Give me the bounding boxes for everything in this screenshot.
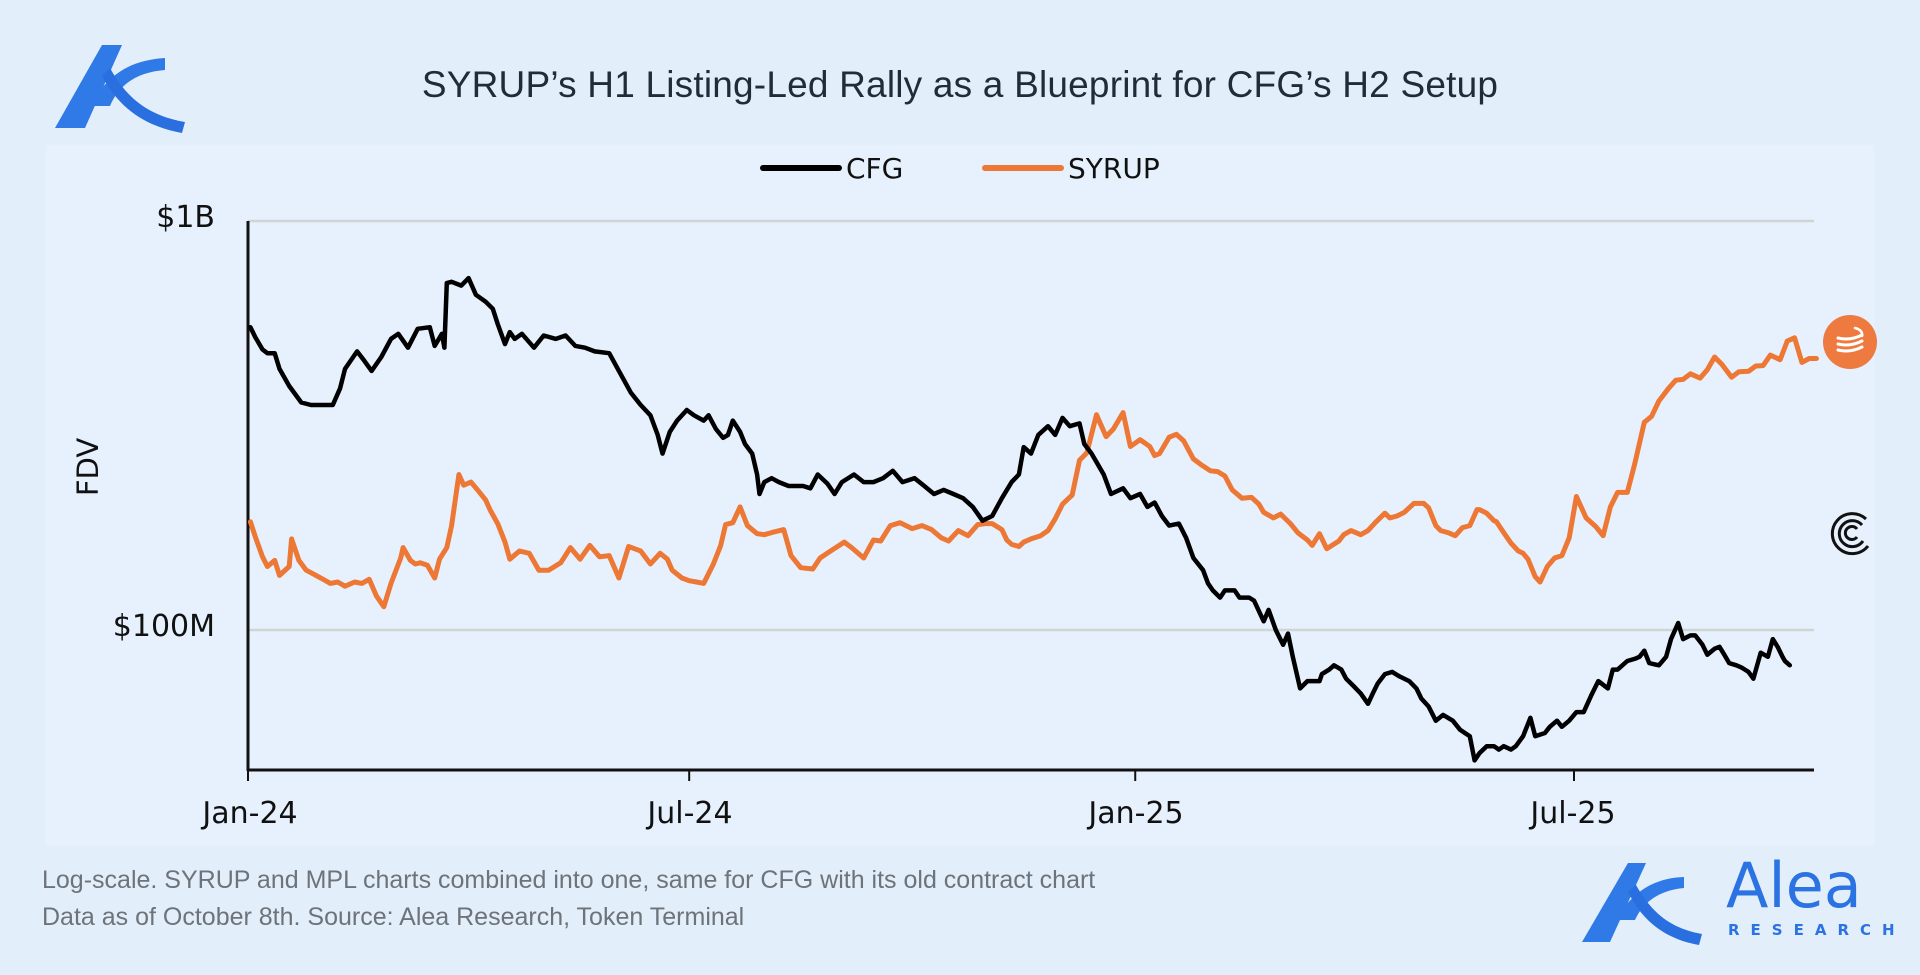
chart-title: SYRUP’s H1 Listing-Led Rally as a Bluepr… — [421, 64, 1499, 105]
legend-swatch-cfg — [760, 165, 842, 171]
footnote-line-1: Log-scale. SYRUP and MPL charts combined… — [42, 866, 1096, 894]
alea-logo-icon — [55, 45, 185, 133]
alea-footer-logo-icon — [1582, 863, 1702, 945]
legend: CFG SYRUP — [0, 148, 1920, 188]
x-tick-label-jul24: Jul-24 — [647, 796, 733, 831]
legend-item-cfg[interactable]: CFG — [760, 148, 903, 188]
legend-label-cfg: CFG — [846, 151, 904, 185]
x-tick-label-jan25: Jan-25 — [1088, 796, 1184, 831]
footnote-line-2: Data as of October 8th. Source: Alea Res… — [42, 903, 745, 931]
legend-swatch-syrup — [982, 165, 1064, 171]
centrifuge-icon — [1830, 512, 1870, 556]
legend-item-syrup[interactable]: SYRUP — [982, 148, 1160, 188]
x-tick-label-jul25: Jul-25 — [1530, 796, 1616, 831]
maple-syrup-icon — [1823, 315, 1877, 369]
brand-name: Alea — [1726, 849, 1862, 922]
y-tick-label-100m: $100M — [112, 609, 215, 644]
series-line-syrup — [247, 335, 1819, 610]
brand-subtitle: RESEARCH — [1728, 921, 1906, 939]
y-tick-label-1b: $1B — [156, 200, 215, 235]
series-line-cfg — [248, 275, 1793, 763]
legend-label-syrup: SYRUP — [1068, 151, 1160, 185]
x-tick-label-jan24: Jan-24 — [202, 796, 298, 831]
